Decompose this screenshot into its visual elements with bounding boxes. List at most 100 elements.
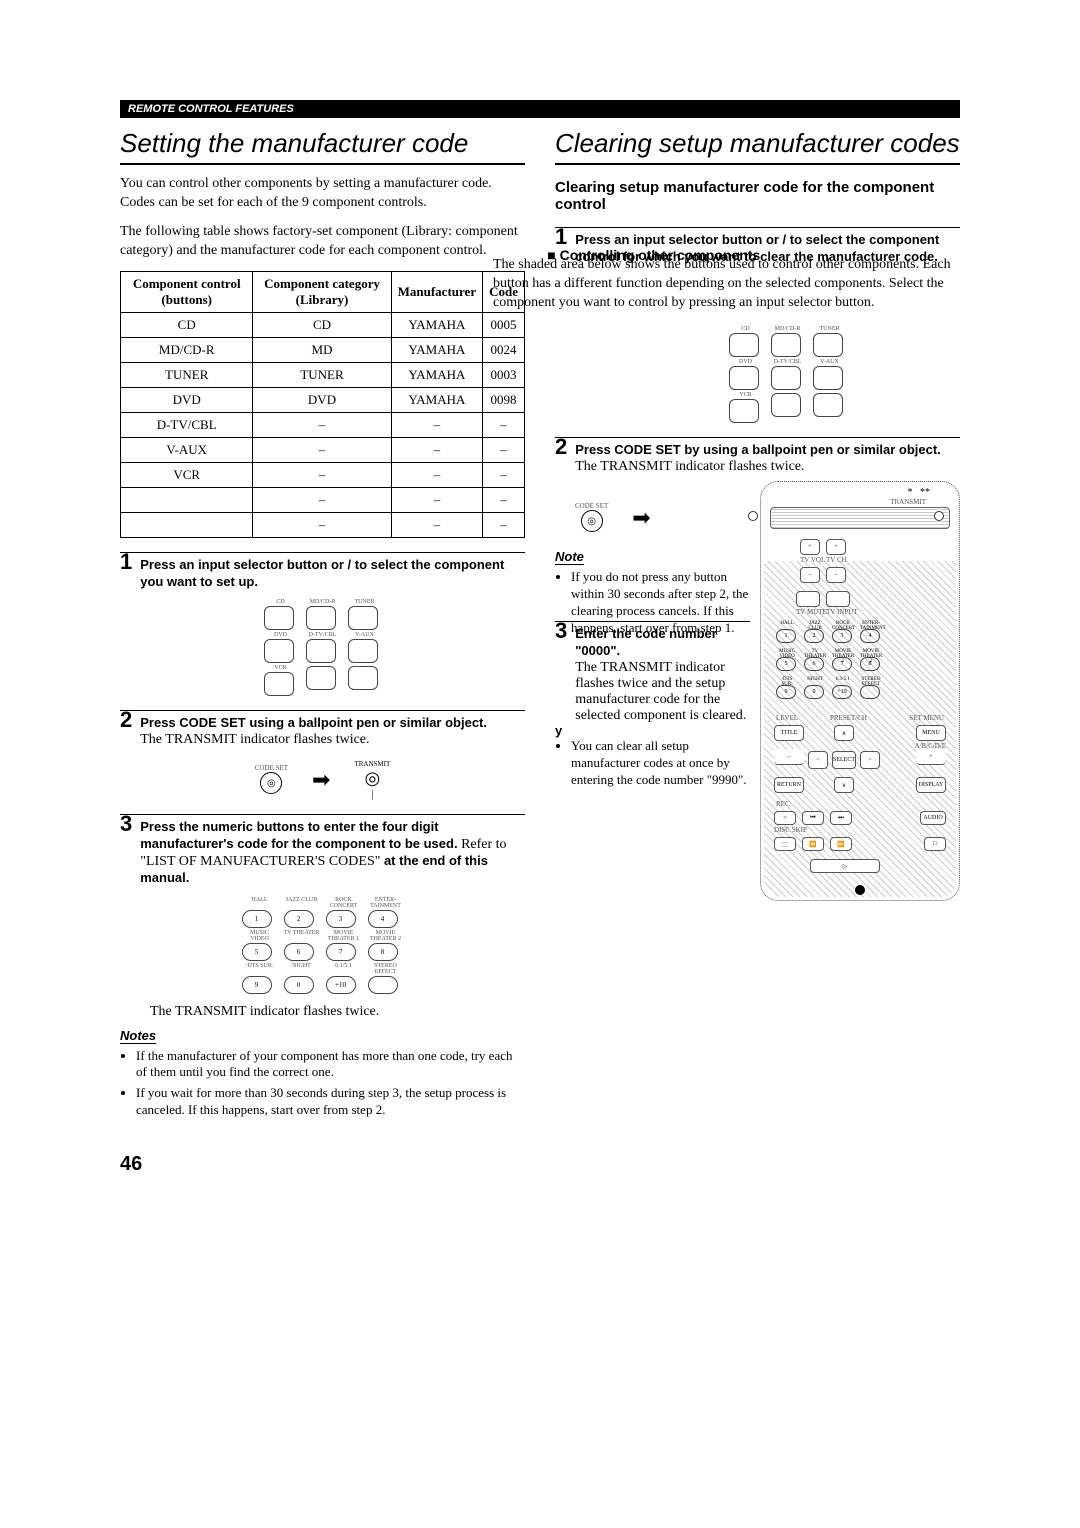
left-step3: 3 Press the numeric buttons to enter the… bbox=[120, 814, 525, 1020]
tvch-label: TV CH bbox=[826, 557, 847, 564]
keypad-button: JAZZ CLUB2 bbox=[284, 897, 320, 928]
table-cell: – bbox=[253, 412, 391, 437]
stop-button: □ bbox=[924, 837, 946, 851]
right-step2: 2 Press CODE SET by using a ballpoint pe… bbox=[555, 437, 960, 475]
input-selector-button: CD bbox=[264, 599, 298, 630]
title-button: TITLE bbox=[774, 725, 804, 741]
input-selector-button bbox=[771, 392, 805, 423]
table-cell: VCR bbox=[121, 462, 253, 487]
table-cell: – bbox=[253, 512, 391, 537]
table-cell: CD bbox=[121, 312, 253, 337]
remote-keypad-button: MUSIC VIDEO5 bbox=[776, 649, 798, 671]
table-cell: 0005 bbox=[483, 312, 525, 337]
table-row: V-AUX––– bbox=[121, 437, 525, 462]
arrow-icon: ➡ bbox=[312, 767, 330, 793]
left-column: Setting the manufacturer code You can co… bbox=[120, 122, 525, 1123]
table-cell: – bbox=[253, 487, 391, 512]
table-cell: – bbox=[391, 437, 482, 462]
prev-button: ⏪ bbox=[802, 837, 824, 851]
note-label: Note bbox=[555, 549, 584, 565]
notes-label: Notes bbox=[120, 1028, 156, 1044]
right-sub: Clearing setup manufacturer code for the… bbox=[555, 179, 960, 213]
two-column-layout: Setting the manufacturer code You can co… bbox=[120, 122, 960, 1123]
up-button: ∧ bbox=[834, 725, 854, 741]
table-cell: 0024 bbox=[483, 337, 525, 362]
input-selector-button: MD/CD-R bbox=[771, 326, 805, 357]
audio-button: AUDIO bbox=[920, 811, 946, 825]
overlap-paragraph: The shaded area below shows the buttons … bbox=[493, 256, 960, 313]
right-step1: 1 Press an input selector button or / to… bbox=[555, 227, 960, 423]
left-step1: 1 Press an input selector button or / to… bbox=[120, 552, 525, 696]
table-cell: TUNER bbox=[253, 362, 391, 387]
table-cell: – bbox=[253, 462, 391, 487]
tip-text: You can clear all setup manufacturer cod… bbox=[571, 738, 750, 789]
table-cell: – bbox=[483, 512, 525, 537]
table-cell: MD bbox=[253, 337, 391, 362]
table-cell: – bbox=[391, 487, 482, 512]
remote-keypad-button: MOVIE THEATER 17 bbox=[832, 649, 854, 671]
rewind-button: ⏮ bbox=[802, 811, 824, 825]
step1-text: Press an input selector button or / to s… bbox=[140, 557, 504, 589]
input-selector-button: MD/CD-R bbox=[306, 599, 340, 630]
arrow-icon: ➡ bbox=[632, 505, 650, 531]
transmit-label: TRANSMIT bbox=[890, 499, 926, 506]
tvvol-label: TV VOL bbox=[800, 557, 825, 564]
tvmute-label: TV MUTE bbox=[796, 609, 827, 616]
table-cell: 0098 bbox=[483, 387, 525, 412]
right-column: Clearing setup manufacturer codes Cleari… bbox=[555, 122, 960, 1123]
minus-button: – bbox=[774, 749, 804, 765]
table-cell: – bbox=[483, 487, 525, 512]
table-cell: YAMAHA bbox=[391, 312, 482, 337]
select-button: SELECT bbox=[832, 751, 856, 769]
left-intro2: The following table shows factory-set co… bbox=[120, 223, 525, 261]
input-selector-button: D-TV/CBL bbox=[771, 359, 805, 390]
input-selector-button: V-AUX bbox=[348, 632, 382, 663]
step-number: 2 bbox=[120, 709, 132, 731]
page-number: 46 bbox=[120, 1153, 960, 1176]
table-row: TUNERTUNERYAMAHA0003 bbox=[121, 362, 525, 387]
input-selector-fig: CDMD/CD-RTUNERDVDD-TV/CBLV-AUXVCR bbox=[120, 599, 525, 696]
step2-text: The TRANSMIT indicator flashes twice. bbox=[140, 732, 525, 748]
setmenu-label: SET MENU bbox=[909, 715, 944, 722]
input-selector-button: D-TV/CBL bbox=[306, 632, 340, 663]
step-number: 1 bbox=[120, 551, 132, 573]
input-selector-button: DVD bbox=[264, 632, 298, 663]
remote-keypad-button: HALL1 bbox=[776, 621, 798, 643]
remote-keypad-button: STEREO EFFECT bbox=[860, 677, 882, 699]
return-button: RETURN bbox=[774, 777, 804, 793]
tv-mute bbox=[796, 591, 820, 607]
table-cell: YAMAHA bbox=[391, 337, 482, 362]
table-cell: 0003 bbox=[483, 362, 525, 387]
table-row: DVDDVDYAMAHA0098 bbox=[121, 387, 525, 412]
table-cell: DVD bbox=[253, 387, 391, 412]
table-cell: CD bbox=[253, 312, 391, 337]
transmit-indicator-icon: TRANSMIT ◎ | bbox=[354, 760, 390, 800]
table-cell: – bbox=[391, 512, 482, 537]
keypad-button: /DTS SUR.9 bbox=[242, 963, 278, 994]
ffwd-button: ⏭ bbox=[830, 811, 852, 825]
input-selector-button: TUNER bbox=[813, 326, 847, 357]
table-row: D-TV/CBL––– bbox=[121, 412, 525, 437]
down-button: ∨ bbox=[834, 777, 854, 793]
table-row: MD/CD-RMDYAMAHA0024 bbox=[121, 337, 525, 362]
remote-keypad-button: JAZZ CLUB2 bbox=[804, 621, 826, 643]
codeset-figure: CODE SET ◎ ➡ TRANSMIT ◎ | bbox=[120, 760, 525, 800]
rec-label: REC bbox=[776, 801, 790, 808]
tv-vol-plus: + bbox=[800, 539, 820, 555]
rec-button: ○ bbox=[774, 811, 796, 825]
table-header: Component control (buttons) bbox=[121, 271, 253, 312]
table-cell: – bbox=[483, 437, 525, 462]
remote-keypad-button: /DTS SUR.9 bbox=[776, 677, 798, 699]
keypad-button: ENTER-TAINMENT4 bbox=[368, 897, 404, 928]
table-cell: – bbox=[253, 437, 391, 462]
step2-bold: Press CODE SET using a ballpoint pen or … bbox=[140, 715, 487, 730]
menu-button: MENU bbox=[916, 725, 946, 741]
table-row: CDCDYAMAHA0005 bbox=[121, 312, 525, 337]
r-step2-bold: Press CODE SET by using a ballpoint pen … bbox=[575, 442, 941, 457]
table-cell: D-TV/CBL bbox=[121, 412, 253, 437]
table-cell: – bbox=[391, 462, 482, 487]
table-cell: – bbox=[483, 462, 525, 487]
step-number: 2 bbox=[555, 436, 567, 458]
right-title: Clearing setup manufacturer codes bbox=[555, 128, 960, 165]
codeset-hole-icon: ◎ bbox=[260, 772, 282, 794]
